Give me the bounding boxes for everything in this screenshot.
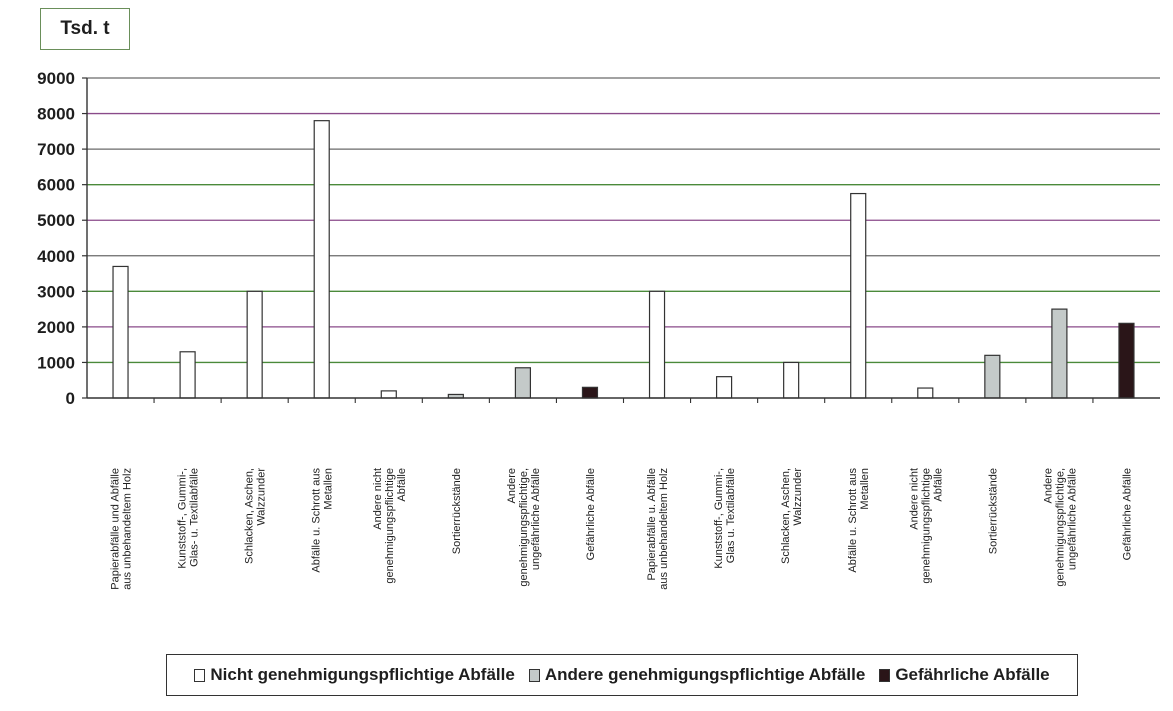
- y-tick-label: 6000: [37, 176, 75, 195]
- bar: [783, 361, 800, 399]
- bar: [246, 290, 263, 399]
- x-category-label-line: Abfälle: [932, 468, 944, 502]
- x-category-label: Gefährliche Abfälle: [585, 468, 597, 560]
- x-category-label-line: Abfälle: [396, 468, 408, 502]
- y-tick-label: 8000: [37, 105, 75, 124]
- bar: [514, 367, 532, 399]
- x-category-label-line: Kunststoff-, Gummi-,: [713, 468, 725, 569]
- bar: [850, 192, 867, 399]
- x-category-label-line: Gefährliche Abfälle: [585, 468, 597, 560]
- x-category-label: Kunststoff-, Gummi-, Glas- u. Textilabfäl…: [177, 468, 201, 569]
- legend-item-hazardous: Gefährliche Abfälle: [879, 665, 1050, 685]
- y-tick-label: 1000: [37, 353, 75, 372]
- legend-item-non-permit: Nicht genehmigungspflichtige Abfälle: [194, 665, 515, 685]
- x-category-label-line: Andere: [1042, 468, 1054, 503]
- x-category-label: Andere genehmigungspflichtige, ungefährlic…: [1042, 468, 1078, 587]
- x-axis-labels: Papierabfälle und Abfälle aus unbehandelt…: [110, 468, 1134, 590]
- x-category-label-line: Glas- u. Textilabfälle: [189, 468, 201, 567]
- x-category-label-line: genehmigungspflichtige: [384, 468, 396, 584]
- unit-label: Tsd. t: [40, 8, 130, 50]
- x-category-label-line: genehmigungspflichtige,: [1054, 468, 1066, 587]
- x-category-label-line: genehmigungspflichtige,: [518, 468, 530, 587]
- x-category-label: Kunststoff-, Gummi-, Glas u. Textilabfäll…: [713, 468, 737, 569]
- bar: [581, 386, 599, 399]
- y-tick-label: 9000: [37, 69, 75, 88]
- x-category-label-line: Papierabfälle und Abfälle: [110, 468, 122, 590]
- x-category-label-line: Gefährliche Abfälle: [1121, 468, 1133, 560]
- x-category-label-line: genehmigungspflichtige: [920, 468, 932, 584]
- y-tick-label: 5000: [37, 211, 75, 230]
- legend-label: Nicht genehmigungspflichtige Abfälle: [210, 665, 515, 684]
- y-tick-label: 0: [66, 389, 75, 408]
- x-category-label: Papierabfälle u. Abfälle aus unbehandelte…: [646, 468, 670, 590]
- bars: [112, 120, 1135, 399]
- y-tick-label: 7000: [37, 140, 75, 159]
- grid-lines: [87, 77, 1160, 364]
- x-category-label: Gefährliche Abfälle: [1121, 468, 1133, 560]
- x-category-label-line: Walzzunder: [792, 468, 804, 526]
- y-tick-label: 2000: [37, 318, 75, 337]
- x-category-label: Papierabfälle und Abfälle aus unbehandelt…: [110, 468, 134, 590]
- x-category-label-line: aus unbehandeltem Holz: [658, 468, 670, 590]
- bar: [917, 387, 934, 399]
- x-category-label: Abfälle u. Schrott aus Metallen: [847, 468, 871, 573]
- x-category-label: Schlacken, Aschen, Walzzunder: [244, 468, 268, 564]
- x-category-label-line: Andere nicht: [372, 468, 384, 530]
- x-category-label-line: Sortierrückstände: [451, 468, 463, 554]
- x-category-label-line: ungefährliche Abfälle: [1066, 468, 1078, 570]
- x-category-label-line: Abfälle u. Schrott aus: [311, 468, 323, 573]
- bar: [179, 351, 196, 399]
- bar: [380, 390, 397, 399]
- y-tick-label: 3000: [37, 282, 75, 301]
- x-category-label: Schlacken, Aschen, Walzzunder: [780, 468, 804, 564]
- bar: [112, 265, 129, 399]
- x-category-label-line: Metallen: [323, 468, 335, 510]
- x-category-label-line: Andere: [506, 468, 518, 503]
- x-category-label: Andere genehmigungspflichtige, ungefährlic…: [506, 468, 542, 587]
- x-category-label: Andere nicht genehmigungspflichtige Abfäll…: [372, 468, 408, 584]
- x-category-label-line: Metallen: [859, 468, 871, 510]
- x-category-label-line: Schlacken, Aschen,: [244, 468, 256, 564]
- legend: Nicht genehmigungspflichtige Abfälle And…: [166, 654, 1078, 696]
- legend-label: Gefährliche Abfälle: [895, 665, 1050, 684]
- bar: [313, 120, 330, 399]
- x-category-label-line: Andere nicht: [908, 468, 920, 530]
- x-category-label-line: Papierabfälle u. Abfälle: [646, 468, 658, 581]
- x-category-label: Andere nicht genehmigungspflichtige Abfäll…: [908, 468, 944, 584]
- x-axis: [87, 397, 1160, 403]
- bar: [1051, 308, 1068, 399]
- bar: [984, 354, 1001, 399]
- x-category-label-line: Sortierrückstände: [987, 468, 999, 554]
- x-category-label-line: Schlacken, Aschen,: [780, 468, 792, 564]
- x-category-label-line: Abfälle u. Schrott aus: [847, 468, 859, 573]
- legend-swatch-white: [194, 668, 206, 682]
- x-category-label: Sortierrückstände: [451, 468, 463, 554]
- legend-swatch-gray: [528, 668, 540, 682]
- x-category-label: Abfälle u. Schrott aus Metallen: [311, 468, 335, 573]
- x-category-label: Sortierrückstände: [987, 468, 999, 554]
- bar: [715, 376, 733, 399]
- legend-item-other-permit: Andere genehmigungspflichtige Abfälle: [528, 665, 866, 685]
- x-category-label-line: Walzzunder: [256, 468, 268, 526]
- y-axis: 0 1000 2000 3000 4000 5000 6000 7000 8000 9000: [37, 69, 88, 408]
- y-tick-label: 4000: [37, 247, 75, 266]
- bar: [1118, 322, 1135, 399]
- legend-swatch-dark: [879, 668, 891, 682]
- x-category-label-line: Glas u. Textilabfälle: [725, 468, 737, 563]
- bar: [648, 290, 666, 399]
- x-category-label-line: Kunststoff-, Gummi-,: [177, 468, 189, 569]
- x-category-label-line: aus unbehandeltem Holz: [122, 468, 134, 590]
- legend-label: Andere genehmigungspflichtige Abfälle: [544, 665, 866, 684]
- x-category-label-line: ungefährliche Abfälle: [530, 468, 542, 570]
